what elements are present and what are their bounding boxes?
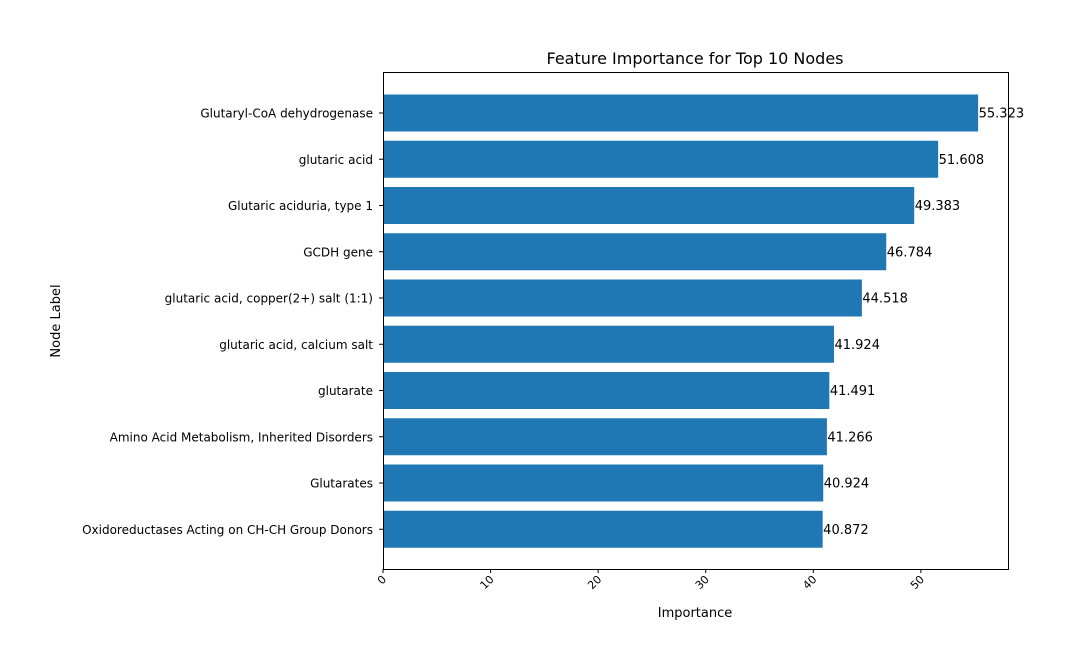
- bar-value-label: 51.608: [939, 153, 985, 168]
- bar: [383, 510, 823, 548]
- value-labels-group: 55.323 51.608 49.383 46.784 44.518 41.924 41.4…: [823, 107, 1024, 538]
- bar-value-label: 49.383: [915, 199, 961, 214]
- bar-value-label: 41.266: [827, 430, 873, 445]
- x-axis-ticks: 0 10 20 30 40 50: [375, 569, 927, 592]
- x-tick-label: 30: [693, 573, 712, 592]
- x-tick-label: 0: [375, 573, 389, 587]
- y-tick-label: glutaric acid, calcium salt: [219, 338, 373, 352]
- bar-value-label: 40.924: [824, 477, 870, 492]
- chart-title: Feature Importance for Top 10 Nodes: [546, 49, 843, 68]
- bar-value-label: 55.323: [979, 107, 1025, 122]
- bar-value-label: 46.784: [887, 245, 933, 260]
- y-tick-label: Amino Acid Metabolism, Inherited Disorde…: [110, 430, 373, 444]
- y-axis-label: Node Label: [49, 284, 64, 357]
- bar: [383, 187, 915, 224]
- y-tick-label: Glutaryl-CoA dehydrogenase: [200, 107, 373, 121]
- bar-value-label: 41.491: [830, 384, 876, 399]
- bar: [383, 372, 830, 409]
- y-axis-ticks: Glutaryl-CoA dehydrogenase glutaric acid G…: [82, 107, 383, 537]
- y-tick-label: GCDH gene: [303, 245, 373, 259]
- plot-frame: [383, 72, 1009, 570]
- x-tick-label: 20: [585, 573, 604, 592]
- x-tick-label: 40: [800, 573, 819, 592]
- x-tick-label: 10: [478, 573, 497, 592]
- bar: [383, 279, 862, 317]
- y-tick-label: Oxidoreductases Acting on CH-CH Group Do…: [82, 523, 373, 537]
- y-tick-label: glutaric acid: [299, 153, 373, 167]
- bar: [383, 140, 939, 178]
- y-tick-label: Glutarates: [310, 477, 373, 491]
- bar: [383, 233, 887, 271]
- y-tick-label: glutarate: [318, 384, 373, 398]
- bar-value-label: 40.872: [823, 523, 869, 538]
- bar: [383, 94, 979, 132]
- x-tick-label: 50: [908, 573, 927, 592]
- x-axis-label: Importance: [658, 606, 733, 621]
- bar-value-label: 41.924: [834, 338, 880, 353]
- bars-group: [383, 94, 979, 548]
- bar-value-label: 44.518: [862, 292, 908, 307]
- bar: [383, 464, 824, 502]
- y-tick-label: Glutaric aciduria, type 1: [228, 199, 373, 213]
- y-tick-label: glutaric acid, copper(2+) salt (1:1): [165, 292, 373, 306]
- bar: [383, 325, 834, 363]
- bar: [383, 418, 827, 456]
